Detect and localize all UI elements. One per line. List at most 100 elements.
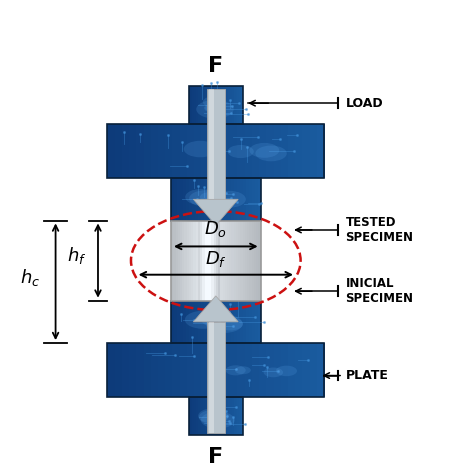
Bar (257, 178, 261, 220)
Bar (180, 343, 187, 397)
Ellipse shape (217, 318, 243, 330)
Bar (183, 178, 186, 220)
Ellipse shape (189, 190, 222, 207)
Bar (232, 86, 234, 124)
Bar (214, 86, 216, 124)
Text: $D_f$: $D_f$ (205, 249, 227, 269)
Text: TESTED
SPECIMEN: TESTED SPECIMEN (346, 216, 413, 244)
Bar (236, 397, 238, 435)
Bar (230, 397, 233, 435)
Bar (222, 301, 225, 343)
Bar (213, 178, 216, 220)
Bar (240, 178, 243, 220)
Bar (218, 397, 220, 435)
Bar (243, 220, 246, 301)
Text: $D_o$: $D_o$ (204, 219, 228, 239)
Bar (230, 86, 233, 124)
Bar (225, 397, 227, 435)
Bar (245, 220, 247, 301)
Bar (165, 124, 173, 178)
Bar (232, 397, 234, 435)
Bar (266, 343, 274, 397)
Bar (240, 220, 243, 301)
Bar (234, 301, 237, 343)
Bar (281, 343, 289, 397)
Bar (245, 124, 252, 178)
Bar (171, 178, 174, 220)
Bar (204, 178, 207, 220)
Bar (288, 343, 296, 397)
Bar (201, 301, 204, 343)
Bar (237, 86, 240, 124)
Bar (207, 220, 210, 301)
Bar (177, 301, 181, 343)
Bar (165, 343, 173, 397)
Bar (216, 124, 224, 178)
Bar (216, 397, 218, 435)
Ellipse shape (212, 413, 227, 420)
Bar (196, 86, 198, 124)
Bar (216, 86, 218, 124)
Bar (214, 397, 216, 435)
Bar (222, 220, 225, 301)
Bar (205, 397, 207, 435)
Bar (220, 220, 223, 301)
Bar (108, 124, 115, 178)
Polygon shape (193, 296, 238, 322)
Bar (171, 301, 261, 343)
Bar (219, 178, 222, 220)
Bar (216, 343, 224, 397)
Bar (231, 301, 234, 343)
Bar (219, 86, 222, 124)
Bar (174, 301, 177, 343)
Bar (173, 220, 176, 301)
Ellipse shape (200, 192, 220, 202)
Bar (192, 397, 195, 435)
Bar (186, 301, 190, 343)
Bar (207, 86, 209, 124)
Bar (246, 178, 249, 220)
Bar (187, 124, 195, 178)
Bar (200, 220, 203, 301)
Bar (173, 343, 180, 397)
Bar (151, 343, 158, 397)
Bar (212, 86, 214, 124)
Ellipse shape (202, 317, 220, 326)
Bar (201, 86, 204, 124)
Ellipse shape (206, 315, 243, 333)
Ellipse shape (212, 191, 246, 208)
Bar (210, 178, 213, 220)
Bar (227, 220, 230, 301)
Bar (302, 343, 310, 397)
Bar (198, 178, 201, 220)
Bar (241, 397, 243, 435)
Bar (241, 86, 243, 124)
Bar (273, 343, 281, 397)
Bar (200, 86, 202, 124)
Bar (295, 343, 303, 397)
Bar (108, 343, 324, 397)
Bar (302, 124, 310, 178)
Bar (216, 178, 219, 220)
Bar (137, 343, 144, 397)
Bar (211, 220, 214, 301)
Bar (218, 220, 221, 301)
Polygon shape (207, 322, 225, 433)
Bar (273, 124, 281, 178)
Bar (194, 86, 196, 124)
Bar (231, 178, 234, 220)
Bar (247, 220, 250, 301)
Text: $h_f$: $h_f$ (67, 246, 86, 266)
Bar (187, 343, 195, 397)
Text: LOAD: LOAD (346, 97, 383, 109)
Bar (231, 220, 234, 301)
Bar (180, 124, 187, 178)
Text: INICIAL
SPECIMEN: INICIAL SPECIMEN (346, 277, 413, 305)
Ellipse shape (276, 365, 297, 376)
Bar (213, 301, 216, 343)
Bar (203, 86, 205, 124)
Bar (198, 301, 201, 343)
Bar (189, 86, 243, 124)
Ellipse shape (199, 410, 228, 425)
Bar (230, 124, 238, 178)
